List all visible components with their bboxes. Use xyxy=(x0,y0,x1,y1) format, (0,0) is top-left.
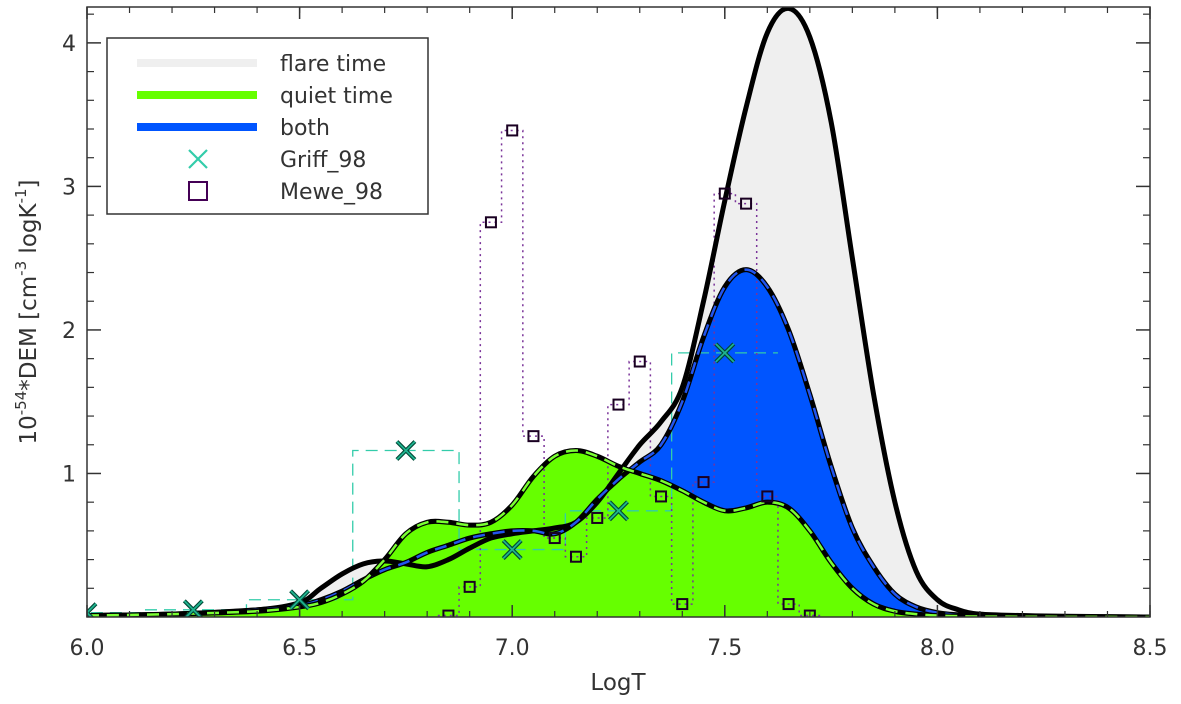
quiet-time-outline xyxy=(87,449,1150,617)
flare-time-outline xyxy=(87,7,1150,617)
mewe-98-square-marker xyxy=(782,598,795,611)
y-axis-title-end: ] xyxy=(16,179,42,188)
x-tick-label: 8.5 xyxy=(1133,636,1168,661)
mewe-98-square-marker xyxy=(633,355,646,368)
legend: flare time quiet time both Griff_98 Mewe_98 xyxy=(106,37,429,215)
mewe-98-square-marker xyxy=(569,550,582,563)
legend-label: Mewe_98 xyxy=(280,180,383,205)
x-tick-label: 6.0 xyxy=(70,636,105,661)
mewe-98-step-line xyxy=(437,129,821,617)
x-axis-title: LogT xyxy=(590,670,646,696)
griff-98-x-marker xyxy=(608,500,629,522)
x-axis-ticks: 6.0 6.5 7.0 7.5 8.0 8.5 xyxy=(70,7,1168,661)
griff-98-x-marker xyxy=(395,440,417,461)
legend-label: quiet time xyxy=(280,84,393,109)
quiet-time-area xyxy=(87,450,1150,617)
mewe-98-histogram xyxy=(437,129,821,617)
griff-98-x-marker xyxy=(182,599,204,617)
y-axis-title-middle2: logK xyxy=(16,203,42,261)
y-axis-title-middle: *DEM [cm xyxy=(16,276,42,391)
mewe-98-square-marker xyxy=(740,197,753,210)
mewe-98-square-marker xyxy=(506,124,519,137)
legend-symbol-griff-98 xyxy=(188,149,208,169)
mewe-98-square-marker xyxy=(676,598,689,611)
x-tick-label: 6.5 xyxy=(282,636,317,661)
y-axis-title-exp: -54 xyxy=(12,391,30,416)
y-axis-title-exp3: -1 xyxy=(12,188,30,203)
mewe-98-square-marker xyxy=(484,216,497,229)
y-tick-label: 4 xyxy=(62,32,76,57)
y-tick-label: 2 xyxy=(62,319,76,344)
griff-98-x-marker xyxy=(501,539,523,560)
griff-98-x-marker xyxy=(289,589,311,611)
y-axis-ticks: 1 2 3 4 xyxy=(62,13,1150,589)
plot-frame xyxy=(86,6,1151,618)
mewe-98-square-marker xyxy=(697,476,710,489)
y-tick-label: 1 xyxy=(62,462,76,487)
x-tick-label: 8.0 xyxy=(920,636,955,661)
y-axis-title-exp2: -3 xyxy=(12,261,30,276)
x-tick-label: 7.5 xyxy=(707,636,742,661)
plot-area xyxy=(87,7,1150,617)
y-axis-title-base: 10 xyxy=(16,415,42,444)
legend-label: flare time xyxy=(280,52,386,77)
mewe-98-square-marker xyxy=(548,532,561,545)
mewe-98-square-marker xyxy=(442,609,455,617)
mewe-98-square-marker xyxy=(718,187,731,200)
y-tick-label: 3 xyxy=(62,175,76,200)
legend-label: both xyxy=(280,116,330,141)
legend-label: Griff_98 xyxy=(280,148,366,173)
griff-98-x-marker xyxy=(87,602,98,617)
mewe-98-square-marker xyxy=(612,398,625,411)
mewe-98-square-marker xyxy=(591,511,604,524)
mewe-98-square-marker xyxy=(527,430,540,443)
mewe-98-square-marker xyxy=(761,490,774,503)
legend-symbol-mewe-98 xyxy=(188,181,208,201)
x-tick-label: 7.0 xyxy=(495,636,530,661)
mewe-98-markers xyxy=(442,124,816,617)
mewe-98-square-marker xyxy=(803,609,816,617)
griff-98-markers xyxy=(87,342,736,617)
griff-98-x-marker xyxy=(714,342,736,364)
mewe-98-square-marker xyxy=(655,490,668,503)
y-axis-title: 10-54*DEM [cm-3 logK-1] xyxy=(12,179,42,444)
mewe-98-square-marker xyxy=(463,580,476,593)
